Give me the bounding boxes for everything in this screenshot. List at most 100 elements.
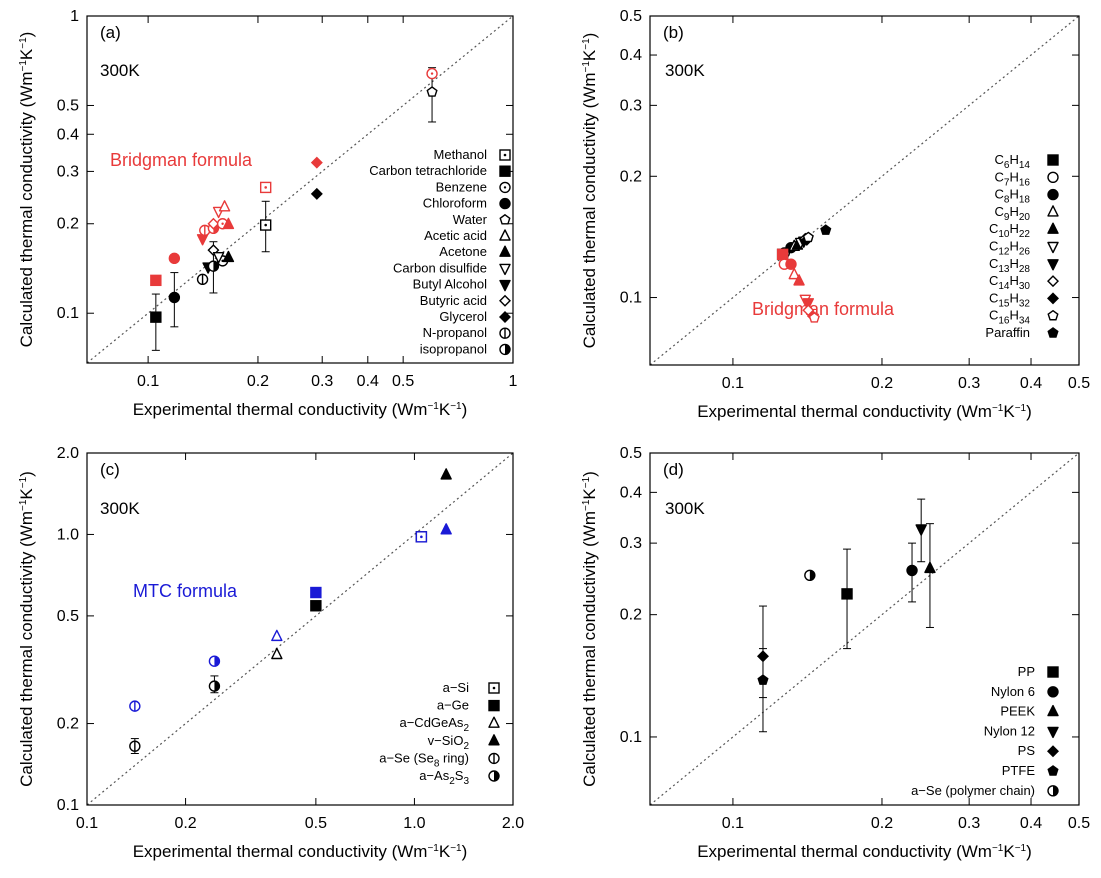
data-point [310,586,322,599]
legend-marker [1047,275,1059,288]
legend-label: isopropanol [420,341,487,356]
legend-marker [1047,785,1059,797]
x-axis-label: Experimental thermal conductivity (Wm−1K… [697,402,1032,421]
data-point [804,569,816,581]
y-axis-label: Calculated thermal conductivity (Wm−1K−1… [17,471,36,787]
x-tick-label: 0.2 [871,815,893,832]
chart-panel-b: 0.1 0.2 0.3 0.4 0.5 0.1 0.2 0.3 0.4 0.5 Experiment… [580,8,1090,421]
x-tick-label: 0.5 [1068,815,1090,832]
legend-label: C16H34 [989,308,1030,327]
panel-label: (b) [663,23,684,42]
data-point [218,200,231,212]
legend-marker [1047,188,1059,201]
legend-label: N-propanol [423,325,487,340]
x-tick-label: 0.5 [305,815,327,832]
data-point [906,564,918,577]
error-bar [925,523,934,628]
data-point [196,273,209,286]
x-tick-label: 1 [509,373,518,390]
y-axis-label: Calculated thermal conductivity (Wm−1K−1… [17,32,36,348]
y-tick-label: 0.3 [620,535,642,552]
data-point [440,468,452,480]
legend-label: Paraffin [985,325,1030,340]
legend-marker [1047,745,1059,758]
legend-marker [488,716,500,728]
y-axis-label: Calculated thermal conductivity (Wm−1K−1… [580,33,599,349]
y-tick-label: 0.2 [620,168,642,185]
data-point [756,650,769,663]
x-tick-label: 0.3 [958,815,980,832]
data-point [793,274,805,286]
y-tick-label: 0.4 [620,47,642,64]
x-tick-label: 0.3 [311,373,333,390]
legend-label: Methanol [434,147,488,162]
data-point [222,250,235,263]
legend-label: C14H30 [989,273,1030,292]
data-point [222,217,235,230]
legend: C6H14C7H16C8H18C9H20C10H22C12H26C13H28C1… [985,152,1059,340]
legend-marker [499,181,511,194]
legend-marker [1047,241,1059,254]
legend-label: a−Se (Se8 ring) [379,750,469,769]
legend-label: Nylon 6 [991,684,1035,699]
data-point [924,561,936,574]
x-tick-label: 1.0 [403,815,425,832]
legend-label: Butyric acid [420,293,487,308]
legend-marker [499,213,511,225]
x-tick-label: 0.4 [357,373,379,390]
y-tick-label: 0.2 [57,716,79,733]
y-tick-label: 0.5 [57,97,79,114]
data-point [915,524,927,536]
y-tick-label: 0.1 [620,290,642,307]
legend-marker [488,752,500,765]
chart-panel-c: 0.1 0.2 0.5 1.0 2.0 0.1 0.2 0.5 1.0 2.0 Experiment… [17,445,524,861]
legend-marker [1047,726,1059,739]
temperature-label: 300K [100,499,140,518]
chart-panel-a: 0.1 0.2 0.3 0.4 0.5 1 0.1 0.2 0.3 0.4 0.5 1 Experime… [17,8,518,419]
legend-marker [1047,327,1059,338]
legend-label: a−Si [443,680,469,695]
legend-marker [488,682,500,694]
legend-label: C13H28 [989,256,1030,275]
legend-label: PP [1018,664,1035,679]
legend-label: a−Ge [437,698,469,713]
legend-marker [1047,154,1059,166]
plot-frame [649,452,1080,806]
formula-annotation: Bridgman formula [752,299,895,319]
legend-marker [499,197,511,210]
y-tick-label: 1 [70,8,79,25]
data-point [208,655,221,667]
y-tick-label: 0.1 [57,797,79,814]
legend-label: Butyl Alcohol [413,277,488,292]
data-point [310,187,323,200]
panel-label: (d) [663,460,684,479]
legend-marker [499,294,511,307]
legend-marker [1047,292,1059,305]
legend-marker [1047,222,1059,234]
plot-frame [649,15,1080,366]
legend-label: C7H16 [995,169,1031,188]
x-tick-label: 0.3 [958,375,980,392]
temperature-label: 300K [665,499,705,518]
x-tick-label: 0.1 [722,815,744,832]
legend-marker [499,327,511,339]
chart-panel-d: 0.1 0.2 0.3 0.4 0.5 0.1 0.2 0.3 0.4 0.5 Experiment… [580,445,1090,861]
data-point [207,217,220,230]
temperature-label: 300K [665,61,705,80]
legend-marker [1047,205,1059,217]
legend-marker [488,699,500,712]
data-point [820,224,832,235]
legend-label: v−SiO2 [428,733,470,752]
data-point [212,251,225,264]
data-point [310,600,322,612]
y-tick-label: 0.4 [57,126,79,143]
legend-label: Acetone [439,244,487,259]
data-point [841,588,853,600]
y-tick-label: 0.2 [57,216,79,233]
legend-label: PTFE [1002,763,1036,778]
legend-marker [499,279,511,292]
data-point [788,267,800,280]
